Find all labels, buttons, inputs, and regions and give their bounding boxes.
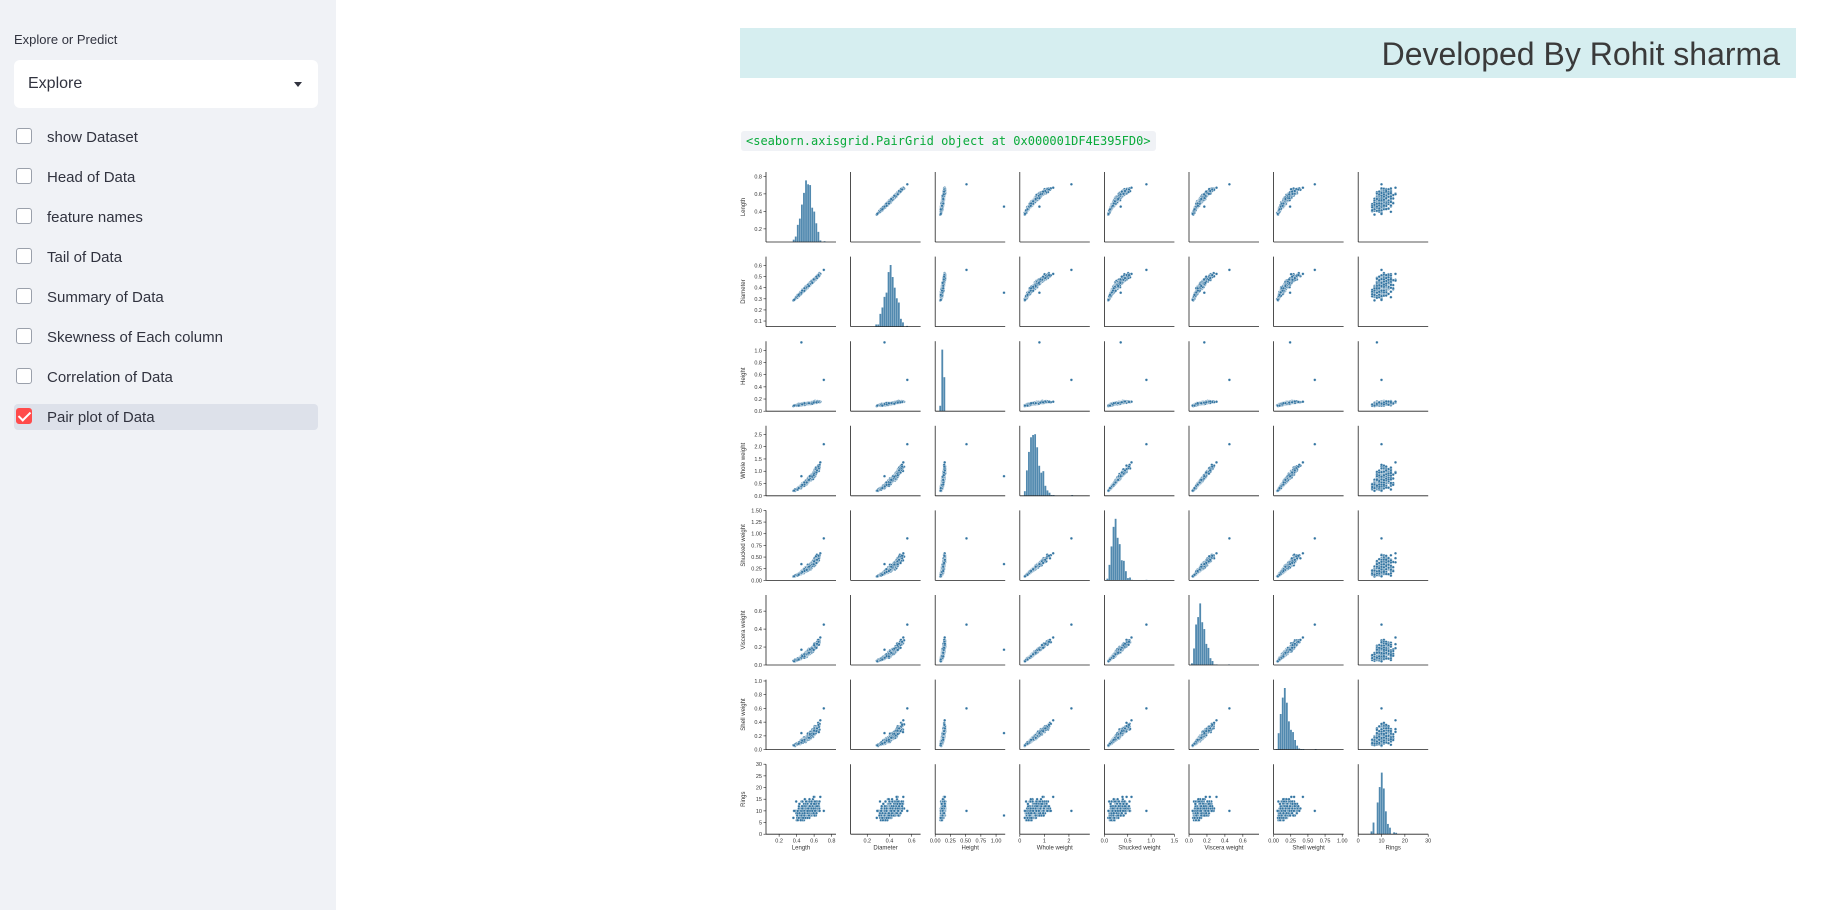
panel-length-vs-whole-weight [1020,172,1090,242]
panel-length-vs-diameter [851,172,921,242]
histogram-bar [813,212,815,242]
checkbox-label: Tail of Data [47,249,122,266]
scatter-point [1024,213,1027,216]
explore-predict-select[interactable]: Explore [14,60,318,108]
scatter-point [1003,205,1006,208]
scatter-point [939,213,942,216]
checkbox-label: show Dataset [47,129,138,146]
page-banner: Developed By Rohit sharma [740,28,1796,78]
checkbox-summary-of-data[interactable]: Summary of Data [14,284,318,310]
checkbox-icon[interactable] [16,168,32,184]
scatter-point [942,202,945,205]
scatter-point [942,198,945,201]
histogram-bar [807,184,809,242]
select-value: Explore [28,75,82,93]
histogram-bar [803,193,805,242]
scatter-point [1038,205,1041,208]
histogram-bar [801,205,803,242]
checkbox-label: Correlation of Data [47,369,173,386]
scatter-point [942,193,945,196]
histogram-bar [799,219,801,242]
scatter-point [1038,197,1041,200]
scatter-point [906,183,909,186]
checkbox-label: feature names [47,209,143,226]
checkbox-icon[interactable] [16,328,32,344]
scatter-point [1042,190,1045,193]
checkbox-icon[interactable] [16,288,32,304]
histogram-bar [805,180,807,242]
histogram-bar [817,232,819,242]
scatter-point [890,198,893,201]
histogram-bar [811,208,813,242]
histogram-bar [797,225,799,242]
scatter-point [939,208,942,211]
scatter-point [1048,188,1051,191]
scatter-point [888,202,891,205]
scatter-point [943,190,946,193]
checkbox-icon[interactable] [16,128,32,144]
checkbox-label: Summary of Data [47,289,164,306]
checkbox-icon[interactable] [16,208,32,224]
checkbox-show-dataset[interactable]: show Dataset [14,124,318,150]
checkbox-label: Head of Data [47,169,135,186]
chevron-down-icon[interactable] [294,82,302,87]
checkbox-tail-of-data[interactable]: Tail of Data [14,244,318,270]
scatter-point [1034,198,1037,201]
panel-length-vs-shucked-weight [1104,172,1174,242]
scatter-point [893,194,896,197]
histogram-bar [809,185,811,242]
checkbox-head-of-data[interactable]: Head of Data [14,164,318,190]
histogram-bar [795,237,797,242]
checkbox-feature-names[interactable]: feature names [14,204,318,230]
checkbox-skewness-of-each-column[interactable]: Skewness of Each column [14,324,318,350]
checkbox-icon[interactable] [16,248,32,264]
checkbox-label: Skewness of Each column [47,329,223,346]
sidebar: Explore or Predict Explore show Dataset H… [0,0,336,910]
checkbox-pair-plot-of-data[interactable]: Pair plot of Data [14,404,318,430]
code-output: <seaborn.axisgrid.PairGrid object at 0x0… [741,131,1156,151]
panel-length-vs-length [766,172,836,242]
scatter-point [1070,183,1073,186]
scatter-point [876,213,879,216]
checkbox-icon[interactable] [16,368,32,384]
scatter-point [1026,208,1029,211]
checkbox-correlation-of-data[interactable]: Correlation of Data [14,364,318,390]
scatter-point [883,205,886,208]
select-label: Explore or Predict [14,32,117,47]
scatter-point [899,190,902,193]
scatter-point [1030,202,1033,205]
scatter-point [965,183,968,186]
scatter-point [896,193,899,196]
scatter-point [881,208,884,211]
checkbox-label: Pair plot of Data [47,409,155,426]
page-title: Developed By Rohit sharma [1382,36,1780,73]
panel-length-vs-height [935,172,1005,242]
checkbox-checked-icon[interactable] [16,408,32,424]
scatter-point [1039,193,1042,196]
histogram-bar [815,223,817,242]
